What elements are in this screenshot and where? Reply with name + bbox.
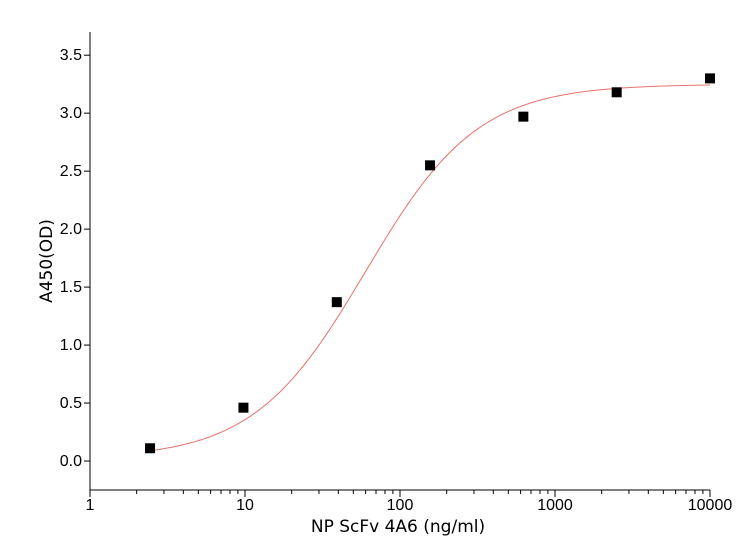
x-tick-label: 10	[236, 497, 254, 514]
x-tick-label: 1	[86, 497, 95, 514]
x-axis: 1 10 100 1000 10000	[86, 489, 733, 514]
fit-curve-line	[149, 84, 711, 452]
y-tick-label: 2.5	[60, 163, 82, 180]
data-point	[331, 297, 342, 308]
data-point	[425, 160, 436, 171]
x-tick-label: 100	[387, 497, 414, 514]
y-tick-label: 3.5	[60, 47, 82, 64]
data-point	[705, 73, 715, 84]
y-tick-label: 1.5	[60, 279, 82, 296]
y-tick-label: 1.0	[60, 337, 82, 354]
data-point	[145, 443, 156, 454]
y-tick-label: 2.0	[60, 221, 82, 238]
x-tick-label: 10000	[688, 497, 733, 514]
x-axis-title: NP ScFv 4A6 (ng/ml)	[311, 517, 485, 537]
y-axis-title: A450(OD)	[37, 219, 57, 303]
y-tick-label: 0.0	[60, 453, 82, 470]
y-tick-label: 0.5	[60, 395, 82, 412]
y-tick-label: 3.0	[60, 105, 82, 122]
data-point	[518, 111, 529, 122]
data-point	[238, 402, 249, 413]
y-axis: 0.0 0.5 1.0 1.5 2.0 2.5 3.0 3.5	[60, 32, 91, 490]
data-point	[611, 87, 622, 98]
x-tick-label: 1000	[537, 497, 573, 514]
